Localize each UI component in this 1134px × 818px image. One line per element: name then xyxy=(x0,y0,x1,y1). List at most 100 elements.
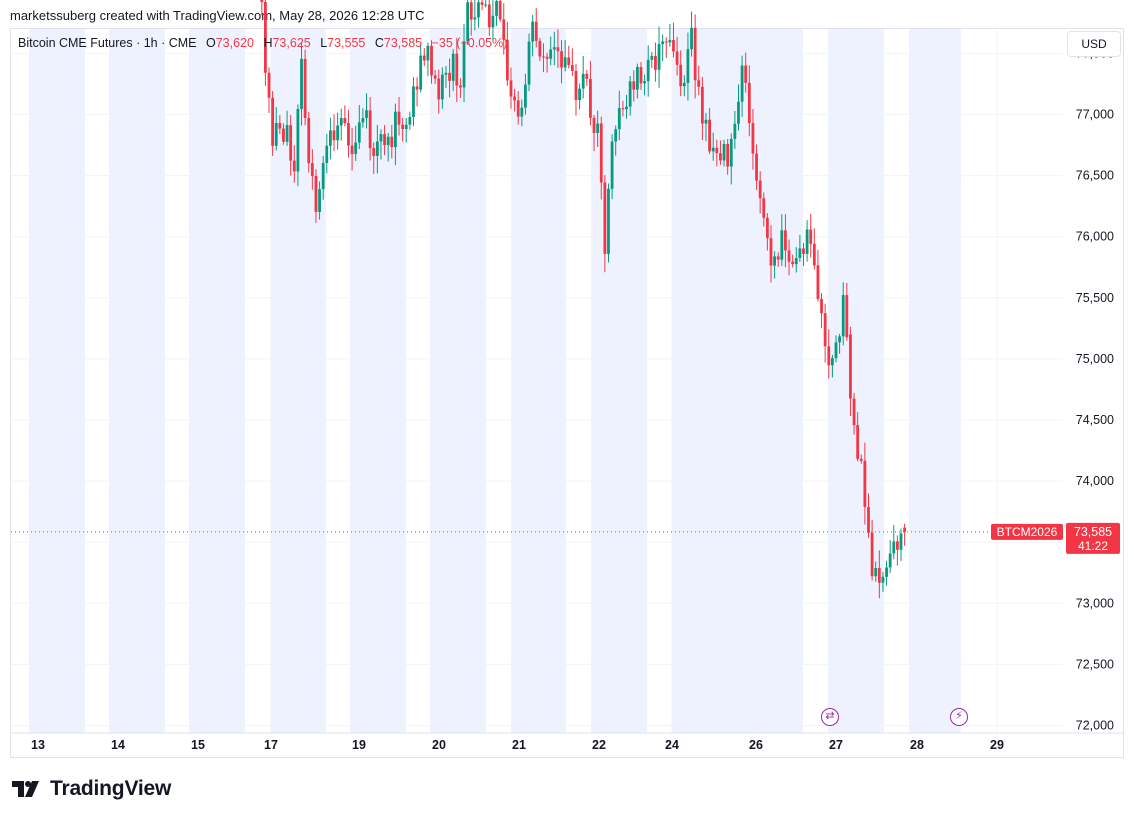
candle-body xyxy=(357,122,361,143)
candle-body xyxy=(632,81,636,90)
candle-body xyxy=(347,123,350,146)
currency-button[interactable]: USD xyxy=(1067,31,1121,57)
candle-body xyxy=(722,144,726,161)
candle-body xyxy=(834,342,838,359)
x-tick-label: 20 xyxy=(432,738,446,752)
candle-body xyxy=(589,79,592,118)
candle-body xyxy=(343,118,347,124)
legend-low-value: 73,555 xyxy=(327,36,366,50)
candle-body xyxy=(895,541,899,550)
candle-body xyxy=(473,17,477,20)
x-tick-label: 24 xyxy=(665,738,679,752)
candle-body xyxy=(823,313,827,347)
candle-body xyxy=(780,230,784,260)
candle-body xyxy=(744,65,748,83)
candle-body xyxy=(321,162,325,190)
candle-body xyxy=(350,145,354,155)
candle-body xyxy=(477,2,480,18)
candle-body xyxy=(549,49,553,59)
candle-body xyxy=(762,198,766,218)
candle-body xyxy=(726,144,730,167)
candle-body xyxy=(426,45,430,61)
candle-body xyxy=(657,44,661,70)
candle-body xyxy=(462,41,466,88)
candle-body xyxy=(552,47,556,50)
candle-body xyxy=(794,257,798,265)
candle-body xyxy=(765,217,769,239)
candle-body xyxy=(773,256,776,266)
candle-body xyxy=(874,567,878,577)
candle-body xyxy=(520,107,524,117)
candle-body xyxy=(274,123,278,146)
candle-body xyxy=(375,141,379,156)
candle-body xyxy=(841,295,845,337)
candle-body xyxy=(372,148,376,156)
candle-body xyxy=(610,141,614,189)
legend-open-label: O xyxy=(206,36,216,50)
candle-body xyxy=(336,125,340,141)
candle-body xyxy=(737,101,740,124)
candle-body xyxy=(784,230,787,251)
legend-change: −35 (−0.05%) xyxy=(431,36,508,50)
x-tick-label: 21 xyxy=(512,738,526,752)
candle-body xyxy=(444,72,448,75)
legend-high-value: 73,625 xyxy=(272,36,311,50)
legend-low-label: L xyxy=(320,36,328,50)
candle-body xyxy=(285,125,289,142)
candle-body xyxy=(560,51,563,68)
candle-body xyxy=(563,57,567,68)
candle-body xyxy=(556,47,560,52)
price-tag-countdown: 41:22 xyxy=(1078,539,1108,553)
candle-body xyxy=(491,15,495,28)
candle-body xyxy=(881,576,885,583)
candle-body xyxy=(596,123,600,133)
legend-close-label: C xyxy=(374,36,384,50)
candle-body xyxy=(329,130,332,146)
price-tag-bg xyxy=(1066,522,1120,554)
candle-body xyxy=(289,125,293,161)
candle-body xyxy=(524,84,527,108)
candle-body xyxy=(607,188,610,254)
lightning-circle-icon[interactable]: ⚡ xyxy=(950,708,968,726)
candle-body xyxy=(318,189,321,212)
candle-body xyxy=(296,108,300,172)
candle-body xyxy=(856,425,860,459)
candle-body xyxy=(567,57,571,65)
candle-body xyxy=(527,41,531,85)
candle-body xyxy=(282,128,285,142)
candle-body xyxy=(502,19,506,40)
candle-body xyxy=(401,124,405,129)
legend-symbol[interactable]: Bitcoin CME Futures · 1h · CME xyxy=(18,36,197,50)
candle-body xyxy=(809,229,813,244)
candle-body xyxy=(617,108,621,130)
candle-body xyxy=(830,358,834,366)
y-tick-label: 74,500 xyxy=(1076,413,1114,427)
chart-frame[interactable] xyxy=(10,28,1124,758)
candle-body xyxy=(419,55,423,90)
candle-body xyxy=(798,248,802,258)
candle-body xyxy=(516,100,520,117)
candle-body xyxy=(719,153,722,161)
candle-body xyxy=(505,39,509,81)
candle-body xyxy=(267,72,271,98)
candle-body xyxy=(769,238,773,266)
legend-open-value: 73,620 xyxy=(215,36,254,50)
candle-body xyxy=(682,82,686,87)
candle-body xyxy=(672,40,675,52)
arrows-circle-icon[interactable]: ⇄ xyxy=(821,708,839,726)
candle-body xyxy=(300,58,303,109)
candles xyxy=(260,0,907,599)
tradingview-logo[interactable]: TradingView xyxy=(12,776,171,802)
candle-body xyxy=(903,527,907,532)
y-tick-label: 73,000 xyxy=(1076,596,1114,610)
candle-body xyxy=(700,86,704,124)
candle-body xyxy=(581,73,585,89)
candle-body xyxy=(697,80,701,87)
candle-body xyxy=(592,117,596,133)
candle-body xyxy=(755,153,758,181)
y-tick-label: 72,000 xyxy=(1076,719,1114,733)
candle-body xyxy=(390,136,394,148)
tradingview-logo-text: TradingView xyxy=(50,777,172,800)
y-tick-label: 76,000 xyxy=(1076,230,1114,244)
